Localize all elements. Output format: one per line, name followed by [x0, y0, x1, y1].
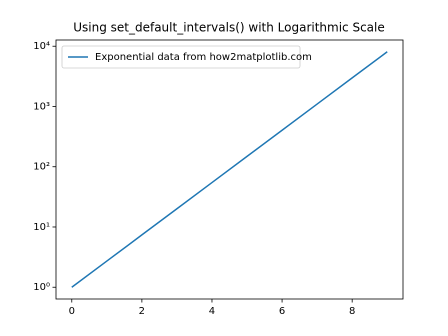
legend-box — [61, 45, 301, 69]
y-tick-label: 10¹ — [33, 222, 50, 233]
legend-label: Exponential data from how2matplotlib.com — [95, 52, 312, 63]
y-tick-label: 10³ — [33, 101, 50, 112]
x-tick-label: 0 — [69, 306, 75, 317]
chart-title: Using set_default_intervals() with Logar… — [73, 21, 385, 35]
x-tick-label: 8 — [349, 306, 355, 317]
x-tick-label: 6 — [279, 306, 285, 317]
x-tick-label: 2 — [139, 306, 145, 317]
y-tick-label: 10⁴ — [33, 41, 50, 52]
x-tick-label: 4 — [209, 306, 215, 317]
y-tick-label: 10² — [33, 162, 50, 173]
axes-frame — [55, 39, 404, 300]
line-series — [71, 51, 388, 288]
y-tick-label: 10⁰ — [33, 282, 50, 293]
